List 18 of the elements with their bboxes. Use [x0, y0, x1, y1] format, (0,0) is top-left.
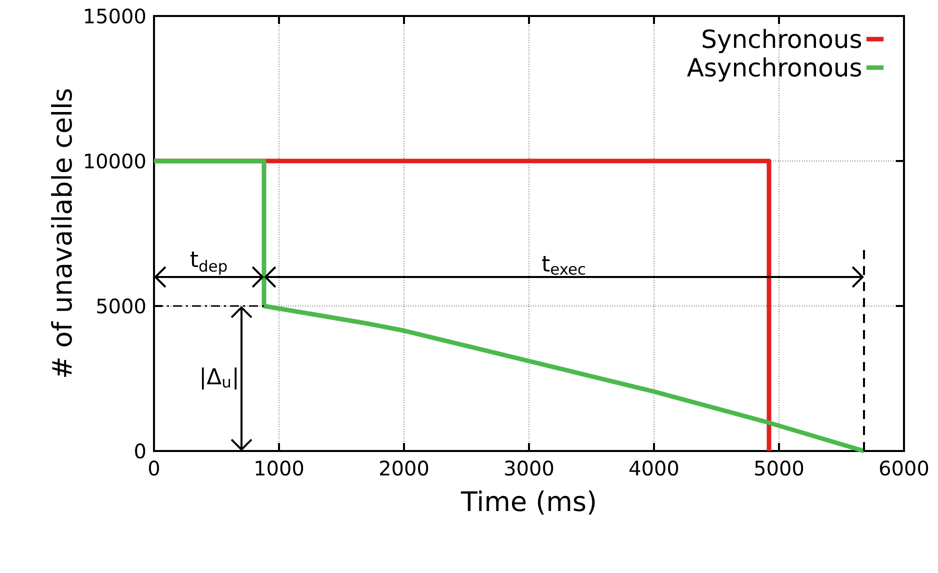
annotation: |Δ$_{u}$|: [202, 367, 237, 390]
x-tick-label: 3000: [505, 460, 554, 476]
x-tick-label: 6000: [880, 460, 928, 476]
y-tick-label: 15000: [85, 8, 146, 24]
x-axis-title: Time (ms): [460, 490, 595, 515]
x-tick-label: 5000: [755, 460, 804, 476]
y-tick-label: 5000: [97, 298, 146, 314]
x-tick-label: 4000: [630, 460, 678, 476]
annotation: t$_{dep}$: [190, 252, 227, 275]
y-tick-label: 0: [135, 443, 146, 459]
x-tick-label: 1000: [256, 460, 304, 476]
x-tick-label: 0: [148, 460, 160, 476]
legend-label: Synchronous: [702, 28, 862, 54]
y-axis-title: # of unavailable cells: [51, 89, 72, 377]
annotation: t$_{exec}$: [542, 256, 585, 275]
x-tick-label: 2000: [380, 460, 428, 476]
legend-label: Asynchronous: [687, 57, 862, 82]
y-tick-label: 10000: [85, 153, 146, 169]
